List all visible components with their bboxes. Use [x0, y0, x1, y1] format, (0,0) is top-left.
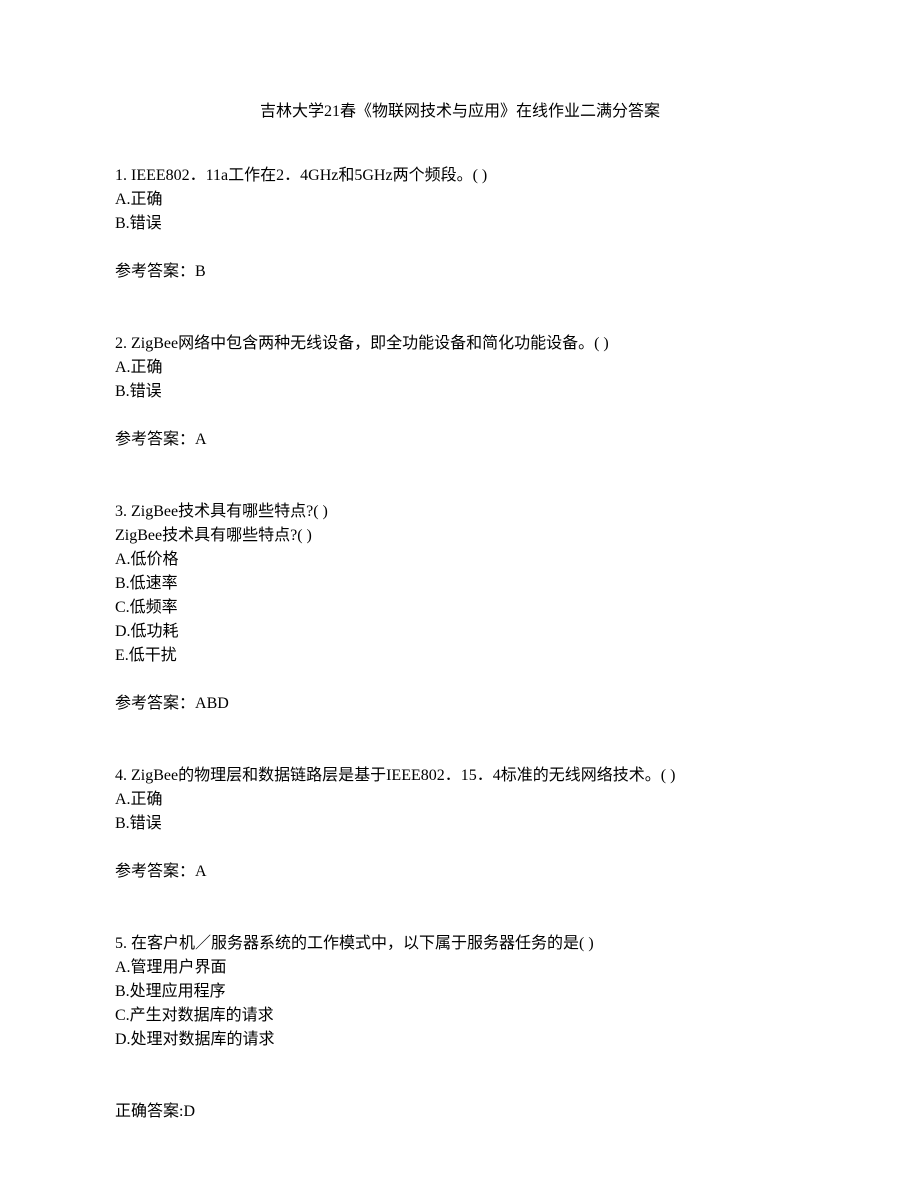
- option-d: D.低功耗: [115, 620, 805, 644]
- option-a: A.正确: [115, 188, 805, 212]
- question-2: 2. ZigBee网络中包含两种无线设备，即全功能设备和简化功能设备。( ) A…: [115, 332, 805, 452]
- answer: 参考答案：A: [115, 860, 805, 884]
- question-number: 3.: [115, 503, 131, 520]
- question-text: 3. ZigBee技术具有哪些特点?( ): [115, 500, 805, 524]
- question-3: 3. ZigBee技术具有哪些特点?( ) ZigBee技术具有哪些特点?( )…: [115, 500, 805, 716]
- answer-value: D: [183, 1103, 195, 1120]
- question-content: ZigBee技术具有哪些特点?( ): [131, 503, 328, 520]
- option-c: C.产生对数据库的请求: [115, 1004, 805, 1028]
- question-number: 1.: [115, 167, 131, 184]
- answer-value: B: [195, 263, 206, 280]
- option-a: A.正确: [115, 356, 805, 380]
- answer-label: 参考答案：: [115, 863, 195, 880]
- option-a: A.正确: [115, 788, 805, 812]
- answer-label: 正确答案:: [115, 1103, 183, 1120]
- question-1: 1. IEEE802．11a工作在2．4GHz和5GHz两个频段。( ) A.正…: [115, 164, 805, 284]
- answer-label: 参考答案：: [115, 431, 195, 448]
- answer: 参考答案：B: [115, 260, 805, 284]
- question-content: IEEE802．11a工作在2．4GHz和5GHz两个频段。( ): [131, 167, 487, 184]
- question-text: 2. ZigBee网络中包含两种无线设备，即全功能设备和简化功能设备。( ): [115, 332, 805, 356]
- answer-label: 参考答案：: [115, 695, 195, 712]
- question-number: 2.: [115, 335, 131, 352]
- question-4: 4. ZigBee的物理层和数据链路层是基于IEEE802．15．4标准的无线网…: [115, 764, 805, 884]
- option-a: A.管理用户界面: [115, 956, 805, 980]
- option-d: D.处理对数据库的请求: [115, 1028, 805, 1052]
- option-e: E.低干扰: [115, 644, 805, 668]
- option-c: C.低频率: [115, 596, 805, 620]
- answer: 参考答案：ABD: [115, 692, 805, 716]
- answer-value: ABD: [195, 695, 229, 712]
- question-5: 5. 在客户机／服务器系统的工作模式中，以下属于服务器任务的是( ) A.管理用…: [115, 932, 805, 1124]
- question-text: 5. 在客户机／服务器系统的工作模式中，以下属于服务器任务的是( ): [115, 932, 805, 956]
- answer: 正确答案:D: [115, 1100, 805, 1124]
- option-a: A.低价格: [115, 548, 805, 572]
- option-b: B.处理应用程序: [115, 980, 805, 1004]
- answer: 参考答案：A: [115, 428, 805, 452]
- question-number: 4.: [115, 767, 131, 784]
- answer-value: A: [195, 431, 207, 448]
- option-b: B.错误: [115, 812, 805, 836]
- question-content: ZigBee网络中包含两种无线设备，即全功能设备和简化功能设备。( ): [131, 335, 609, 352]
- answer-value: A: [195, 863, 207, 880]
- question-content: 在客户机／服务器系统的工作模式中，以下属于服务器任务的是( ): [131, 935, 594, 952]
- question-content: ZigBee的物理层和数据链路层是基于IEEE802．15．4标准的无线网络技术…: [131, 767, 675, 784]
- document-title: 吉林大学21春《物联网技术与应用》在线作业二满分答案: [115, 100, 805, 124]
- question-text: 4. ZigBee的物理层和数据链路层是基于IEEE802．15．4标准的无线网…: [115, 764, 805, 788]
- option-b: B.低速率: [115, 572, 805, 596]
- answer-label: 参考答案：: [115, 263, 195, 280]
- question-number: 5.: [115, 935, 131, 952]
- question-text: 1. IEEE802．11a工作在2．4GHz和5GHz两个频段。( ): [115, 164, 805, 188]
- option-b: B.错误: [115, 212, 805, 236]
- question-repeat-text: ZigBee技术具有哪些特点?( ): [115, 524, 805, 548]
- option-b: B.错误: [115, 380, 805, 404]
